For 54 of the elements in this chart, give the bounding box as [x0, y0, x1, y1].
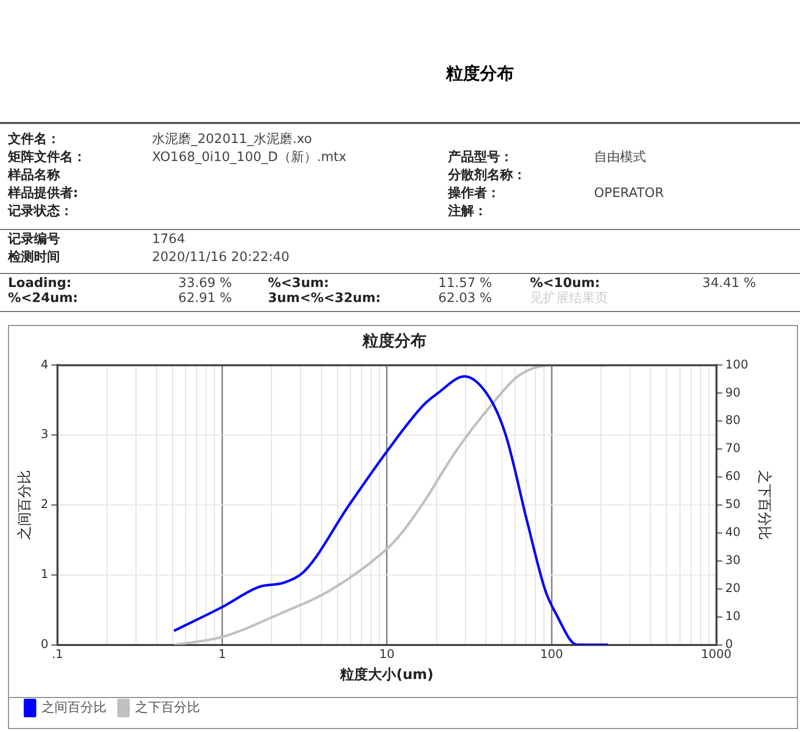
x-tick-label: 100 — [540, 647, 564, 662]
y2-axis-title: 之下百分比 — [756, 470, 772, 540]
y2-tick-label: 40 — [725, 525, 741, 540]
y2-tick-label: 90 — [725, 385, 741, 400]
y-tick-label: 1 — [40, 567, 48, 582]
text: 记录编号 — [8, 232, 60, 248]
x-tick-label: 1000 — [701, 647, 732, 662]
text: 矩阵文件名： — [8, 150, 86, 166]
y-axis-title: 之间百分比 — [17, 470, 34, 540]
text: 33.69 % — [178, 276, 232, 292]
y2-tick-label: 50 — [725, 497, 741, 512]
y2-tick-label: 80 — [725, 413, 741, 428]
y2-tick-label: 60 — [725, 469, 741, 484]
text: 2020/11/16 20:22:40 — [152, 250, 290, 266]
text: 产品型号： — [448, 150, 513, 166]
y2-tick-label: 100 — [725, 357, 748, 372]
text: 3um<%<32um: — [268, 291, 381, 307]
text: 11.57 % — [438, 276, 492, 292]
chart-title: 粒度分布 — [362, 330, 426, 350]
text: %<10um: — [530, 276, 600, 291]
text: 1764 — [152, 232, 186, 248]
y-tick-label: 3 — [40, 427, 48, 442]
legend-label: 之下百分比 — [135, 700, 200, 716]
text: 操作者： — [448, 186, 500, 202]
chart-subtitle: 粒度分布 — [444, 63, 515, 85]
x-tick-label: .1 — [52, 647, 64, 662]
text: 注解： — [448, 204, 487, 220]
legend-label: 之间百分比 — [42, 700, 106, 716]
text: Loading: — [8, 276, 72, 292]
y2-tick-label: 30 — [725, 553, 741, 568]
y2-tick-label: 20 — [725, 581, 741, 596]
text: 62.03 % — [438, 291, 492, 307]
y2-tick-label: 70 — [725, 441, 741, 456]
text: 水泥磨_202011_水泥磨.xo — [152, 132, 312, 148]
text: 分散剂名称： — [448, 168, 526, 184]
y2-tick-label: 10 — [725, 608, 741, 623]
x-tick-label: 10 — [379, 647, 395, 662]
text: 文件名： — [8, 132, 60, 148]
text: %<24um: — [8, 291, 78, 307]
text: 样品名称 — [8, 168, 60, 184]
text: 检测时间 — [8, 250, 60, 266]
x-axis-title: 粒度大小(um) — [339, 666, 434, 684]
y-tick-label: 2 — [40, 497, 48, 512]
text: 样品提供者: — [8, 186, 78, 202]
text: OPERATOR — [594, 186, 664, 202]
text: 记录状态： — [8, 204, 73, 220]
text: XO168_0i10_100_D（新）.mtx — [152, 150, 346, 166]
text: 自由模式 — [594, 150, 646, 166]
text: %<3um: — [268, 276, 329, 292]
y-tick-label: 4 — [40, 357, 48, 372]
text: 34.41 % — [702, 276, 756, 292]
x-tick-label: 1 — [218, 647, 226, 662]
y-tick-label: 0 — [40, 636, 48, 651]
text: 62.91 % — [178, 291, 232, 307]
